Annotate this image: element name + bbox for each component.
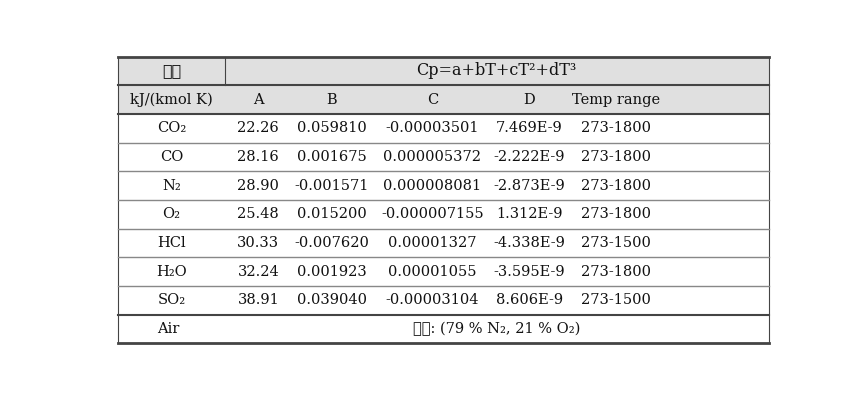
Text: D: D	[523, 93, 535, 107]
Text: A: A	[253, 93, 264, 107]
Bar	[118, 200, 769, 228]
Text: 28.90: 28.90	[237, 179, 280, 192]
Text: N₂: N₂	[162, 179, 180, 192]
Text: 0.000008081: 0.000008081	[383, 179, 482, 192]
Text: SO₂: SO₂	[157, 293, 186, 307]
Bar	[118, 257, 769, 286]
Text: 28.16: 28.16	[237, 150, 280, 164]
Text: 25.48: 25.48	[237, 208, 280, 221]
Text: -2.222E-9: -2.222E-9	[494, 150, 565, 164]
Text: 273-1800: 273-1800	[581, 208, 652, 221]
Bar	[118, 171, 769, 200]
Text: 32.24: 32.24	[237, 265, 280, 279]
Text: Temp range: Temp range	[572, 93, 660, 107]
Text: 273-1800: 273-1800	[581, 150, 652, 164]
Text: 계산: (79 % N₂, 21 % O₂): 계산: (79 % N₂, 21 % O₂)	[413, 322, 581, 336]
Bar	[118, 57, 769, 85]
Text: 1.312E-9: 1.312E-9	[496, 208, 563, 221]
Text: 0.000005372: 0.000005372	[383, 150, 482, 164]
Text: 273-1800: 273-1800	[581, 121, 652, 135]
Text: -0.007620: -0.007620	[294, 236, 369, 250]
Text: 30.33: 30.33	[237, 236, 280, 250]
Text: -2.873E-9: -2.873E-9	[494, 179, 565, 192]
Text: 273-1800: 273-1800	[581, 265, 652, 279]
Bar	[118, 85, 769, 114]
Text: kJ/(kmol K): kJ/(kmol K)	[130, 93, 213, 107]
Text: 0.039040: 0.039040	[297, 293, 367, 307]
Text: 0.00001055: 0.00001055	[388, 265, 476, 279]
Text: 38.91: 38.91	[237, 293, 280, 307]
Text: 0.059810: 0.059810	[297, 121, 367, 135]
Text: 0.001675: 0.001675	[297, 150, 367, 164]
Text: CO: CO	[160, 150, 183, 164]
Bar	[118, 286, 769, 315]
Text: 0.001923: 0.001923	[297, 265, 367, 279]
Text: -0.00003501: -0.00003501	[386, 121, 479, 135]
Text: HCl: HCl	[157, 236, 186, 250]
Bar	[118, 114, 769, 143]
Text: O₂: O₂	[162, 208, 180, 221]
Bar	[118, 143, 769, 171]
Text: -0.00003104: -0.00003104	[386, 293, 479, 307]
Text: 0.015200: 0.015200	[297, 208, 367, 221]
Text: 273-1500: 273-1500	[582, 236, 651, 250]
Bar	[118, 315, 769, 343]
Text: 7.469E-9: 7.469E-9	[496, 121, 563, 135]
Text: 273-1500: 273-1500	[582, 293, 651, 307]
Text: 273-1800: 273-1800	[581, 179, 652, 192]
Text: 0.00001327: 0.00001327	[388, 236, 476, 250]
Text: C: C	[426, 93, 438, 107]
Text: Air: Air	[157, 322, 180, 336]
Text: H₂O: H₂O	[156, 265, 186, 279]
Text: 8.606E-9: 8.606E-9	[495, 293, 563, 307]
Bar	[118, 228, 769, 257]
Text: -0.001571: -0.001571	[295, 179, 369, 192]
Text: -3.595E-9: -3.595E-9	[494, 265, 565, 279]
Text: -4.338E-9: -4.338E-9	[494, 236, 565, 250]
Text: CO₂: CO₂	[157, 121, 186, 135]
Text: 22.26: 22.26	[237, 121, 280, 135]
Text: B: B	[326, 93, 337, 107]
Text: -0.000007155: -0.000007155	[381, 208, 483, 221]
Text: 단위: 단위	[161, 63, 181, 80]
Text: Cp=a+bT+cT²+dT³: Cp=a+bT+cT²+dT³	[417, 63, 577, 80]
